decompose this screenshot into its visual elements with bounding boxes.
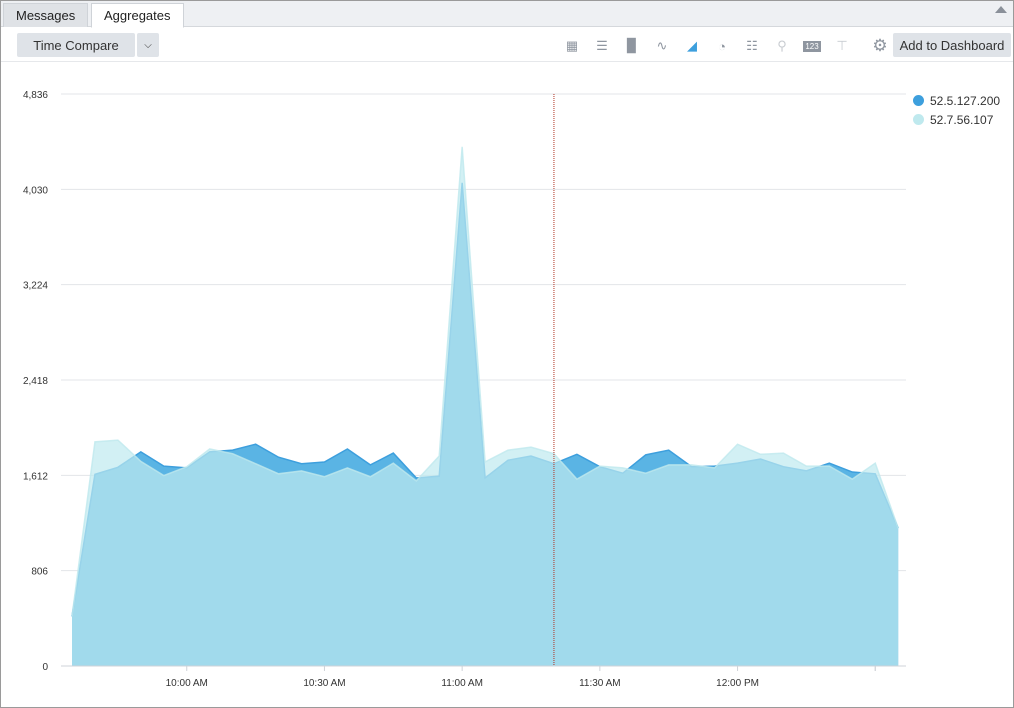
- settings-sliders-icon[interactable]: ☷: [746, 38, 758, 53]
- tab-bar: Messages Aggregates: [1, 1, 1013, 28]
- legend-label: 52.7.56.107: [930, 112, 994, 127]
- x-tick-label: 11:30 AM: [579, 678, 621, 689]
- column-chart-icon[interactable]: ▉: [627, 38, 637, 53]
- legend: 52.5.127.200 52.7.56.107: [913, 91, 1000, 129]
- number-icon[interactable]: 123: [803, 40, 821, 52]
- x-tick-label: 10:00 AM: [166, 678, 208, 689]
- legend-item[interactable]: 52.5.127.200: [913, 91, 1000, 110]
- toolbar-divider: [1, 61, 1013, 62]
- y-tick-label: 806: [31, 567, 48, 578]
- legend-label: 52.5.127.200: [930, 93, 1001, 108]
- legend-dot-icon: [913, 95, 924, 106]
- bar-chart-icon[interactable]: ☰: [596, 38, 608, 53]
- collapse-icon[interactable]: [995, 6, 1007, 13]
- legend-item[interactable]: 52.7.56.107: [913, 110, 1000, 129]
- table-icon[interactable]: ▦: [565, 38, 579, 53]
- tab-aggregates[interactable]: Aggregates: [91, 3, 184, 28]
- add-to-dashboard-button[interactable]: Add to Dashboard: [893, 33, 1011, 57]
- y-tick-label: 3,224: [23, 281, 48, 292]
- x-tick-label: 12:00 PM: [716, 678, 759, 689]
- y-tick-label: 0: [42, 662, 48, 673]
- y-tick-label: 4,836: [23, 90, 48, 101]
- legend-dot-icon: [913, 114, 924, 125]
- area-chart-icon[interactable]: ◢: [687, 38, 697, 53]
- series-line: [71, 146, 899, 617]
- chart-type-toolbar: ▦ ☰ ▉ ∿ ◢ ◔ ☷ ⚲ 123 ⊤ ⚙: [557, 36, 895, 56]
- series-area: [72, 146, 899, 666]
- pie-chart-icon[interactable]: ◔: [718, 38, 726, 54]
- line-chart-icon[interactable]: ∿: [656, 38, 668, 53]
- chevron-down-icon: ⌵: [144, 39, 152, 51]
- tab-messages[interactable]: Messages: [3, 3, 89, 27]
- y-tick-label: 4,030: [23, 185, 48, 196]
- time-compare-button[interactable]: Time Compare: [17, 33, 135, 57]
- flow-icon[interactable]: ⊤: [836, 38, 848, 53]
- time-compare-dropdown[interactable]: ⌵: [137, 33, 159, 57]
- x-tick-label: 10:30 AM: [303, 678, 345, 689]
- area-chart: 0 806 1,612 2,418 3,224 4,030 4,836 10:00 AM 10:…: [23, 90, 906, 689]
- y-tick-label: 2,418: [23, 376, 48, 387]
- map-pin-icon[interactable]: ⚲: [777, 38, 787, 53]
- gear-icon[interactable]: ⚙: [872, 36, 888, 55]
- x-tick-label: 11:00 AM: [441, 678, 483, 689]
- y-tick-label: 1,612: [23, 471, 48, 482]
